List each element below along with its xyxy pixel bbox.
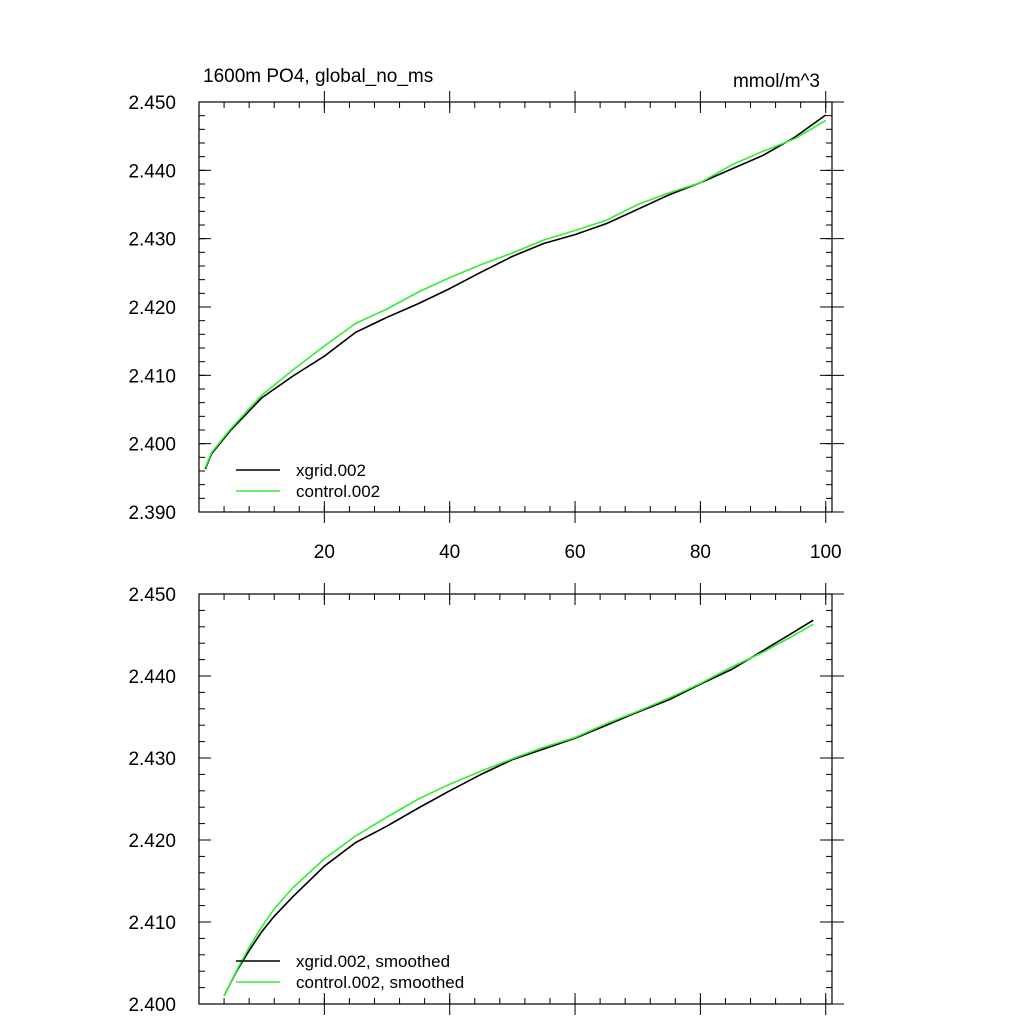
series-lines [204,114,827,470]
x-tick-label: 60 [564,542,585,563]
legend-label-control-smoothed: control.002, smoothed [296,973,464,992]
plot-frame [198,593,833,1005]
x-tick-labels: 20 40 60 80 100 [314,542,842,563]
series-line-control [204,119,827,468]
y-tick-label: 2.410 [128,366,176,387]
units-label: mmol/m^3 [733,71,820,92]
y-tick-labels: 2.400 2.410 2.420 2.430 2.440 2.450 [128,585,176,1016]
series-line-control [223,623,814,997]
x-tick-label: 100 [810,542,842,563]
y-tick-labels: 2.390 2.400 2.410 2.420 2.430 2.440 2.450 [128,93,176,524]
series-line-xgrid [223,619,814,997]
series-lines [223,619,814,997]
y-tick-label: 2.390 [128,503,176,524]
y-tick-label: 2.420 [128,298,176,319]
bottom-panel: 2.400 2.410 2.420 2.430 2.440 2.450 xgrid.002… [128,583,844,1016]
y-tick-label: 2.440 [128,667,176,688]
y-tick-label: 2.410 [128,913,176,934]
legend-label-xgrid-smoothed: xgrid.002, smoothed [296,952,450,971]
legend: xgrid.002, smoothed control.002, smoothe… [236,952,464,992]
legend-label-xgrid: xgrid.002 [296,461,366,480]
legend-label-control: control.002 [296,482,380,501]
y-tick-label: 2.450 [128,93,176,114]
y-tick-label: 2.400 [128,435,176,456]
x-tick-label: 40 [439,542,460,563]
y-tick-label: 2.450 [128,585,176,606]
series-line-xgrid [204,114,827,470]
y-tick-label: 2.430 [128,749,176,770]
top-panel: 1600m PO4, global_no_ms mmol/m^3 2.3902.… [128,66,844,563]
y-tick-label: 2.420 [128,831,176,852]
y-tick-label: 2.400 [128,995,176,1016]
y-tick-label: 2.430 [128,230,176,251]
panel-title: 1600m PO4, global_no_ms [203,66,433,87]
x-tick-label: 80 [690,542,711,563]
legend: xgrid.002 control.002 [236,461,380,501]
x-tick-label: 20 [314,542,335,563]
plot-frame [198,101,833,513]
y-tick-label: 2.440 [128,161,176,182]
